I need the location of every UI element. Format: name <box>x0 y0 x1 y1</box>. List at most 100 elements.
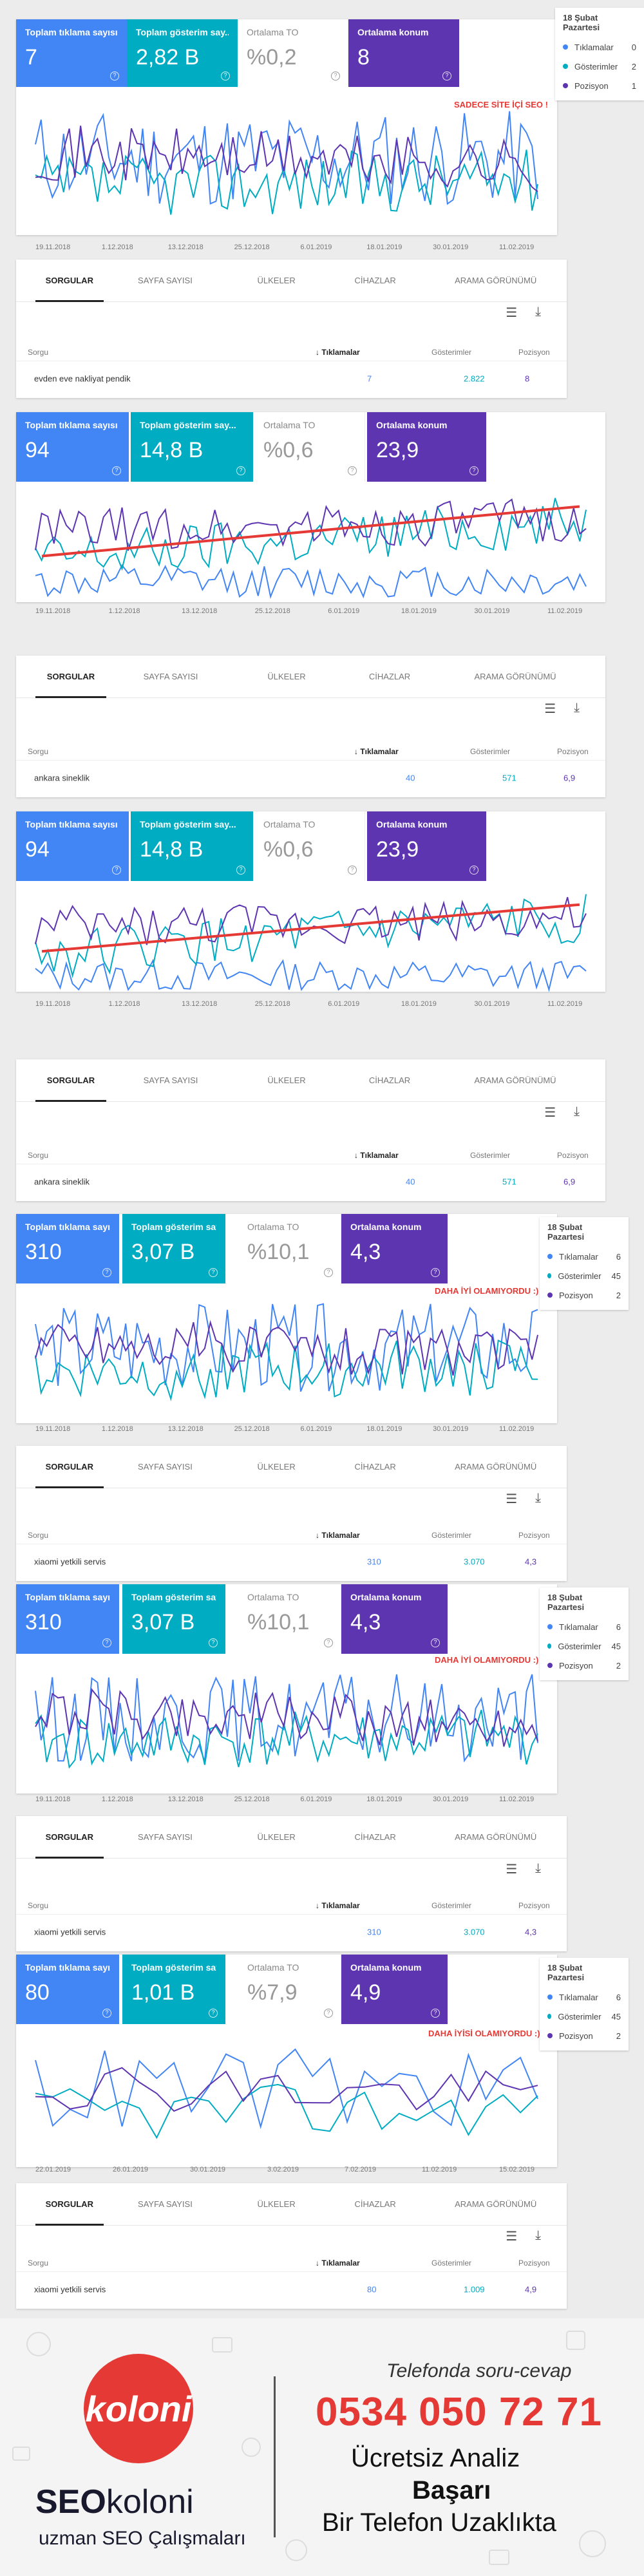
table-row[interactable]: xiaomi yetkili servis 80 1.009 4,9 <box>16 2277 567 2302</box>
tab-1[interactable]: SAYFA SAYISI <box>138 1462 193 1472</box>
column-header-2[interactable]: Gösterimler <box>431 1530 472 1540</box>
impressions-card[interactable]: Toplam gösterim say... 3,07 B? <box>122 1584 225 1654</box>
column-header-3[interactable]: Pozisyon <box>518 2258 550 2268</box>
info-icon[interactable]: ? <box>209 1638 218 1647</box>
clicks-card[interactable]: Toplam tıklama sayısı 7? <box>16 19 127 87</box>
download-icon[interactable]: ⤓ <box>535 2228 541 2242</box>
tab-0[interactable]: SORGULAR <box>35 1059 106 1102</box>
info-icon[interactable]: ? <box>102 1638 111 1647</box>
info-icon[interactable]: ? <box>112 466 121 475</box>
tab-2[interactable]: ÜLKELER <box>267 672 306 681</box>
column-header-0[interactable]: Sorgu <box>28 347 49 357</box>
filter-icon[interactable]: ☰ <box>544 702 556 716</box>
performance-chart[interactable]: 19.11.2018 1.12.2018 13.12.2018 25.12.2018 6… <box>16 1291 557 1436</box>
info-icon[interactable]: ? <box>324 2009 333 2018</box>
info-icon[interactable]: ? <box>221 71 230 80</box>
column-header-3[interactable]: Pozisyon <box>518 1530 550 1540</box>
ctr-card[interactable]: Ortalama TO %10,1? <box>238 1214 341 1283</box>
tab-1[interactable]: SAYFA SAYISI <box>143 1075 198 1085</box>
tab-2[interactable]: ÜLKELER <box>257 2199 296 2209</box>
ctr-card[interactable]: Ortalama TO %0,6? <box>254 412 365 482</box>
download-icon[interactable]: ⤓ <box>535 1861 541 1875</box>
impressions-card[interactable]: Toplam gösterim say... 2,82 B? <box>127 19 238 87</box>
impressions-card[interactable]: Toplam gösterim say... 14,8 B? <box>131 811 253 881</box>
ctr-card[interactable]: Ortalama TO %0,6? <box>254 811 365 881</box>
impressions-card[interactable]: Toplam gösterim say... 14,8 B? <box>131 412 253 482</box>
column-header-0[interactable]: Sorgu <box>28 746 49 756</box>
position-card[interactable]: Ortalama konum 23,9? <box>367 811 486 881</box>
tab-4[interactable]: ARAMA GÖRÜNÜMÜ <box>455 1462 537 1472</box>
tab-0[interactable]: SORGULAR <box>35 1816 104 1859</box>
impressions-card[interactable]: Toplam gösterim say... 1,01 B? <box>122 1955 225 2024</box>
info-icon[interactable]: ? <box>348 466 357 475</box>
ctr-card[interactable]: Ortalama TO %10,1? <box>238 1584 341 1654</box>
info-icon[interactable]: ? <box>236 466 245 475</box>
tab-3[interactable]: CİHAZLAR <box>354 276 396 285</box>
tab-3[interactable]: CİHAZLAR <box>354 1462 396 1472</box>
clicks-card[interactable]: Toplam tıklama sayısı 94? <box>16 412 129 482</box>
tab-0[interactable]: SORGULAR <box>35 656 106 698</box>
tab-3[interactable]: CİHAZLAR <box>354 1832 396 1842</box>
info-icon[interactable]: ? <box>431 2009 440 2018</box>
column-header-0[interactable]: Sorgu <box>28 2258 49 2268</box>
tab-0[interactable]: SORGULAR <box>35 2183 104 2226</box>
tab-1[interactable]: SAYFA SAYISI <box>138 276 193 285</box>
filter-icon[interactable]: ☰ <box>506 2230 518 2244</box>
tab-4[interactable]: ARAMA GÖRÜNÜMÜ <box>455 276 537 285</box>
position-card[interactable]: Ortalama konum 8? <box>348 19 459 87</box>
download-icon[interactable]: ⤓ <box>574 1104 580 1119</box>
info-icon[interactable]: ? <box>348 866 357 875</box>
column-header-1[interactable]: ↓ Tıklamalar <box>316 2258 360 2268</box>
column-header-2[interactable]: Gösterimler <box>470 1150 511 1160</box>
column-header-0[interactable]: Sorgu <box>28 1900 49 1910</box>
filter-icon[interactable]: ☰ <box>506 306 518 320</box>
column-header-0[interactable]: Sorgu <box>28 1150 49 1160</box>
filter-icon[interactable]: ☰ <box>506 1862 518 1877</box>
tab-3[interactable]: CİHAZLAR <box>368 672 411 681</box>
column-header-0[interactable]: Sorgu <box>28 1530 49 1540</box>
tab-4[interactable]: ARAMA GÖRÜNÜMÜ <box>474 672 556 681</box>
column-header-2[interactable]: Gösterimler <box>470 746 511 756</box>
table-row[interactable]: evden eve nakliyat pendik 7 2.822 8 <box>16 366 567 392</box>
clicks-card[interactable]: Toplam tıklama sayısı 80? <box>16 1955 119 2024</box>
table-row[interactable]: ankara sineklik 40 571 6,9 <box>16 765 605 791</box>
column-header-3[interactable]: Pozisyon <box>557 1150 589 1160</box>
tab-2[interactable]: ÜLKELER <box>257 1832 296 1842</box>
info-icon[interactable]: ? <box>209 2009 218 2018</box>
tab-2[interactable]: ÜLKELER <box>267 1075 306 1085</box>
info-icon[interactable]: ? <box>110 71 119 80</box>
tab-1[interactable]: SAYFA SAYISI <box>143 672 198 681</box>
filter-icon[interactable]: ☰ <box>544 1106 556 1120</box>
info-icon[interactable]: ? <box>102 1268 111 1277</box>
tab-3[interactable]: CİHAZLAR <box>368 1075 411 1085</box>
info-icon[interactable]: ? <box>102 2009 111 2018</box>
column-header-3[interactable]: Pozisyon <box>557 746 589 756</box>
tab-3[interactable]: CİHAZLAR <box>354 2199 396 2209</box>
position-card[interactable]: Ortalama konum 4,9? <box>341 1955 448 2024</box>
position-card[interactable]: Ortalama konum 4,3? <box>341 1584 448 1654</box>
performance-chart[interactable]: 19.11.2018 1.12.2018 13.12.2018 25.12.2018 6… <box>16 1662 557 1806</box>
info-icon[interactable]: ? <box>324 1638 333 1647</box>
impressions-card[interactable]: Toplam gösterim say... 3,07 B? <box>122 1214 225 1283</box>
column-header-1[interactable]: ↓ Tıklamalar <box>316 1530 360 1540</box>
download-icon[interactable]: ⤓ <box>535 305 541 319</box>
ctr-card[interactable]: Ortalama TO %7,9? <box>238 1955 341 2024</box>
tab-4[interactable]: ARAMA GÖRÜNÜMÜ <box>474 1075 556 1085</box>
tab-2[interactable]: ÜLKELER <box>257 276 296 285</box>
info-icon[interactable]: ? <box>469 466 478 475</box>
performance-chart[interactable]: 19.11.2018 1.12.2018 13.12.2018 25.12.2018 6… <box>16 886 605 1011</box>
table-row[interactable]: ankara sineklik 40 571 6,9 <box>16 1169 605 1195</box>
performance-chart[interactable]: 22.01.2019 26.01.2019 30.01.2019 3.02.2019 7… <box>16 2035 557 2177</box>
phone-number[interactable]: 0534 050 72 71 <box>316 2390 602 2434</box>
position-card[interactable]: Ortalama konum 4,3? <box>341 1214 448 1283</box>
download-icon[interactable]: ⤓ <box>574 701 580 715</box>
position-card[interactable]: Ortalama konum 23,9? <box>367 412 486 482</box>
column-header-2[interactable]: Gösterimler <box>431 347 472 357</box>
info-icon[interactable]: ? <box>431 1268 440 1277</box>
info-icon[interactable]: ? <box>442 71 451 80</box>
table-row[interactable]: xiaomi yetkili servis 310 3.070 4,3 <box>16 1919 567 1945</box>
table-row[interactable]: xiaomi yetkili servis 310 3.070 4,3 <box>16 1549 567 1575</box>
clicks-card[interactable]: Toplam tıklama sayısı 310? <box>16 1584 119 1654</box>
download-icon[interactable]: ⤓ <box>535 1491 541 1505</box>
performance-chart[interactable]: 19.11.2018 1.12.2018 13.12.2018 25.12.2018 6… <box>16 486 605 618</box>
